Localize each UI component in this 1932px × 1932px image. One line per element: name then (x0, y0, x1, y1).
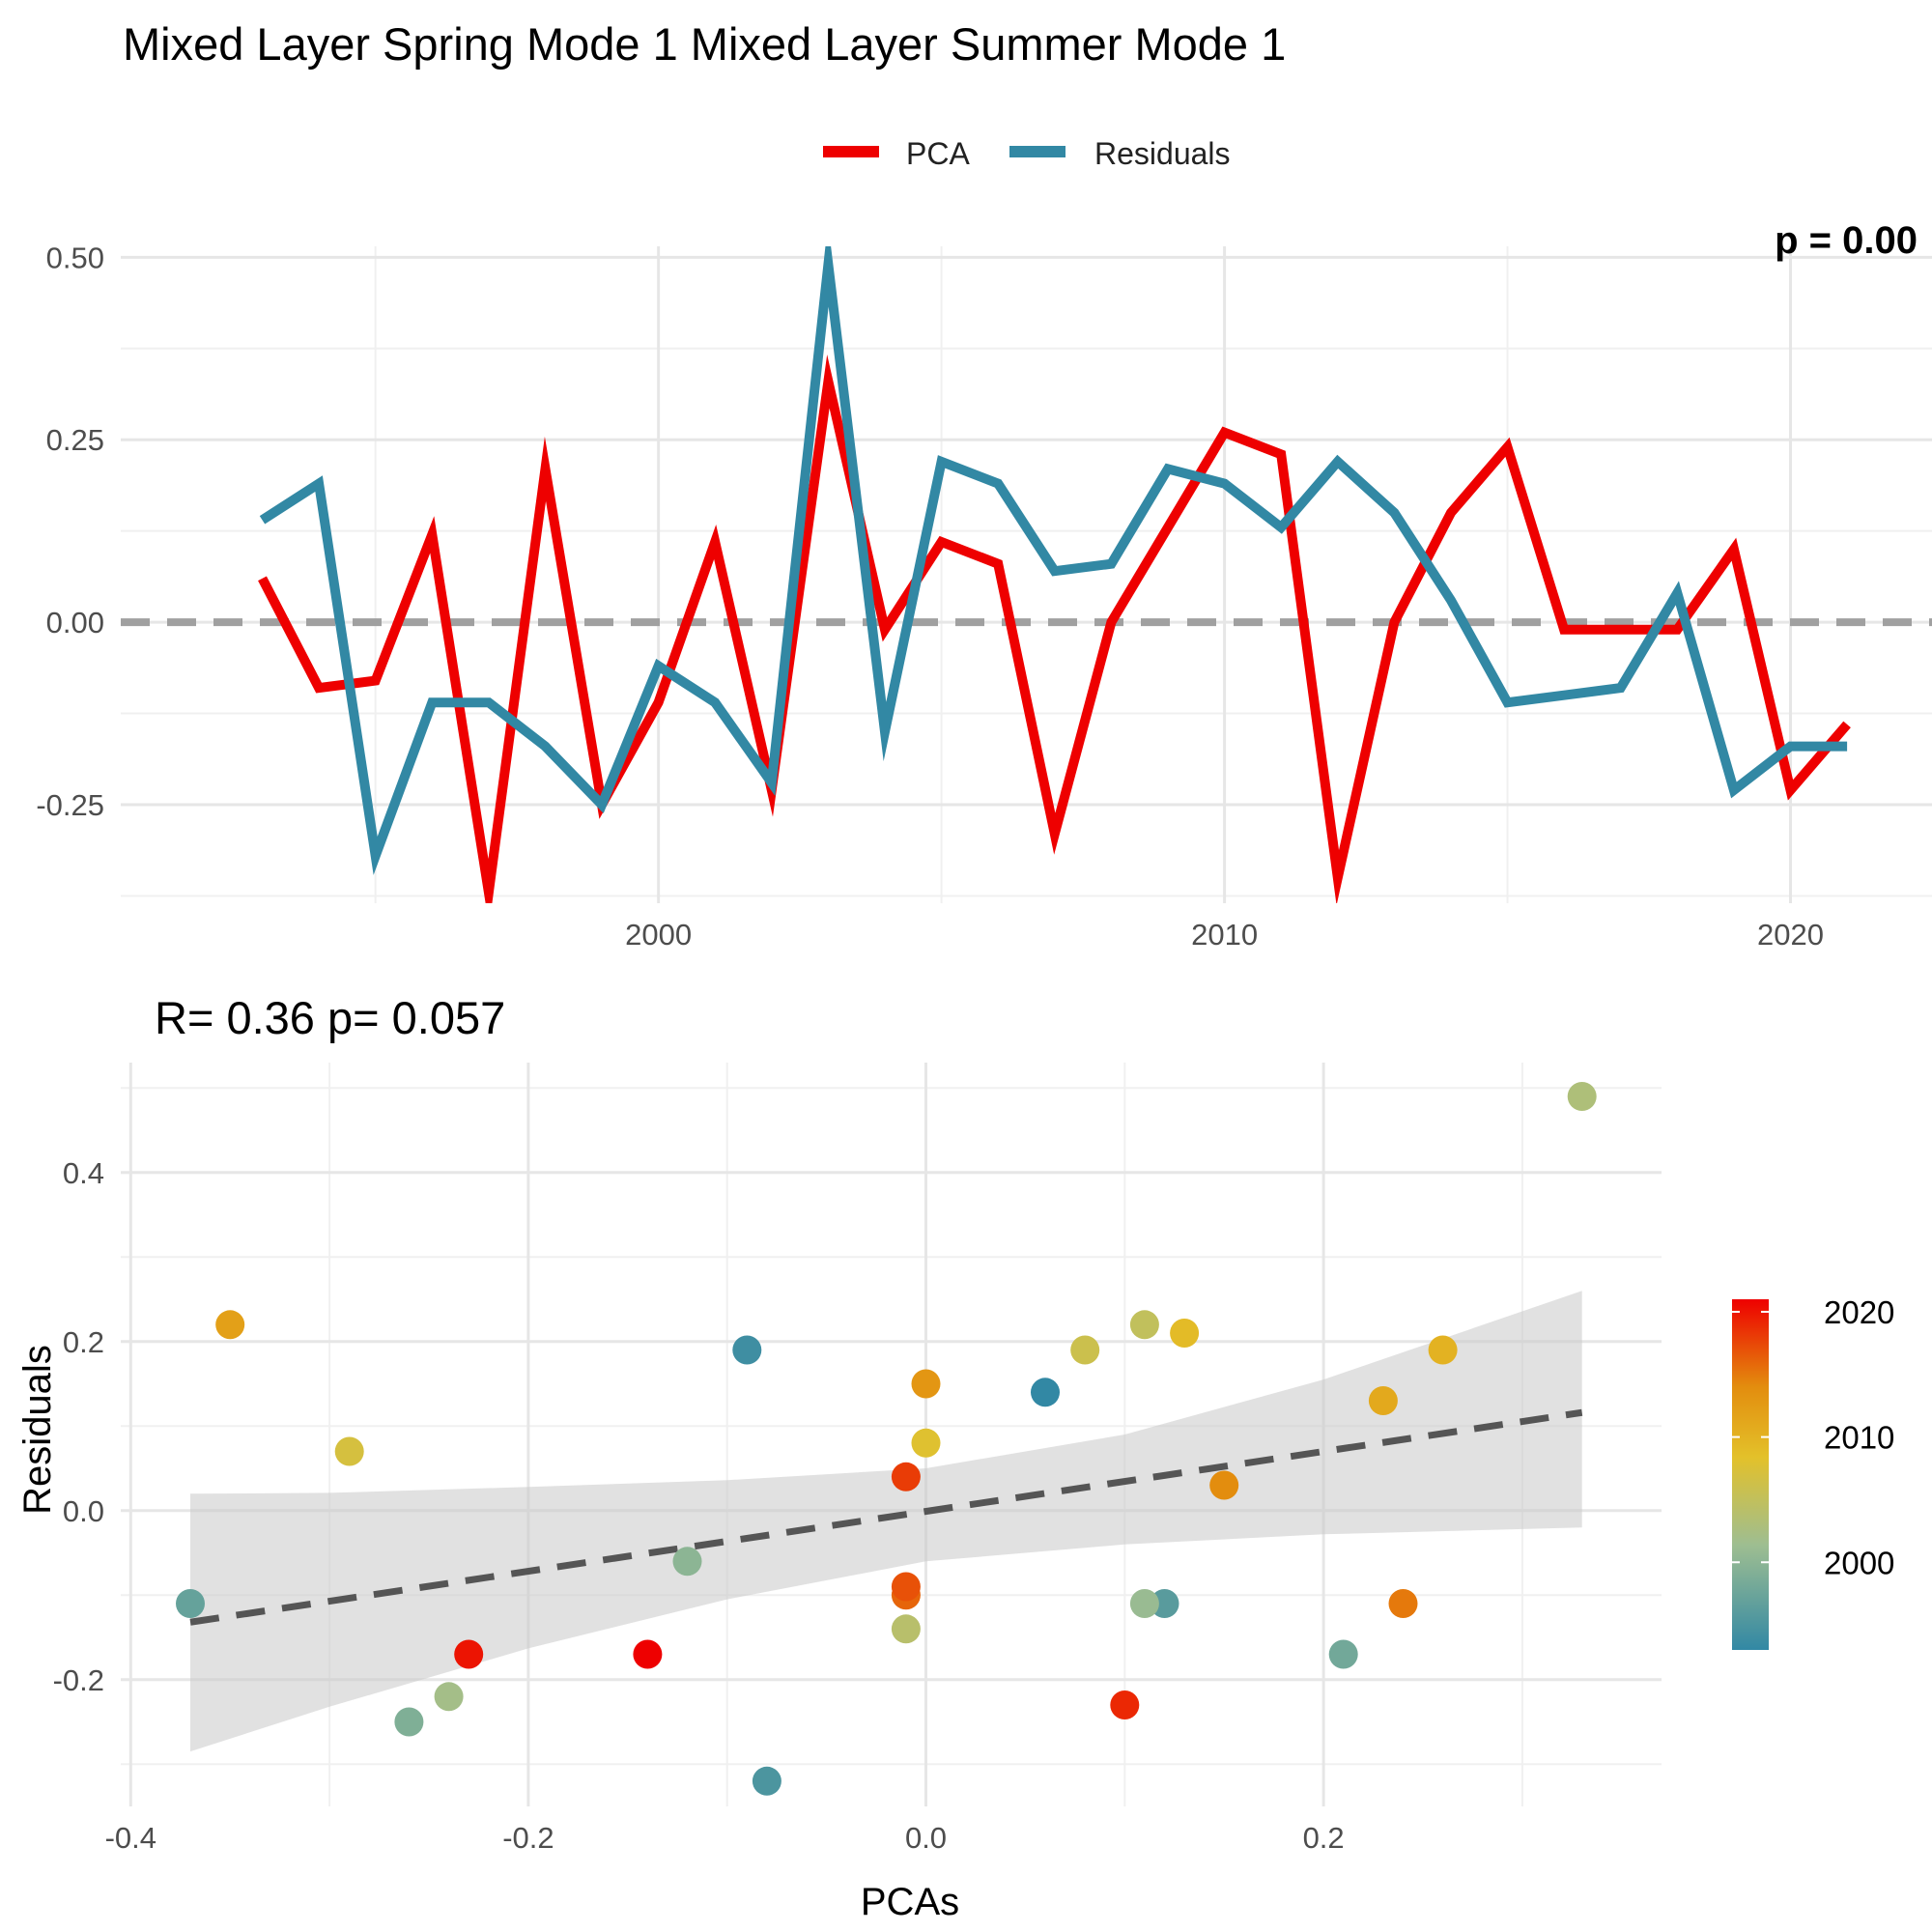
colorbar: 2000 2010 2020 (1732, 1294, 1894, 1650)
scatter-point (1129, 1589, 1159, 1618)
scatter-point (1328, 1639, 1358, 1669)
scatter-point (672, 1547, 702, 1577)
top-right-annotation: p = 0.00 (1775, 219, 1918, 262)
colorbar-gradient (1732, 1299, 1769, 1650)
y-tick-label: 0.2 (63, 1325, 104, 1359)
scatter-point (891, 1614, 921, 1644)
x-tick-label: 2010 (1191, 918, 1258, 952)
colorbar-tick-label: 2000 (1824, 1545, 1894, 1580)
scatter-point (176, 1589, 205, 1618)
scatter-point (1368, 1386, 1398, 1415)
x-tick-label: 2020 (1757, 918, 1824, 952)
y-tick-label: 0.50 (46, 241, 104, 274)
scatter-point (1567, 1082, 1597, 1111)
colorbar-tick-label: 2020 (1824, 1294, 1894, 1330)
series-group (258, 246, 1851, 903)
figure-title: Mixed Layer Spring Mode 1 Mixed Layer Su… (123, 18, 1286, 70)
scatter-point (1428, 1335, 1458, 1365)
y-tick-label: -0.25 (36, 788, 104, 822)
y-axis-label: Residuals (16, 1345, 59, 1515)
x-tick-label: -0.2 (502, 1821, 554, 1855)
series-line-pca (258, 355, 1851, 903)
scatter-point (1150, 1589, 1179, 1618)
scatter-point (752, 1766, 781, 1796)
x-tick-label: 2000 (625, 918, 692, 952)
scatter-point (911, 1369, 941, 1399)
scatter-point (891, 1462, 921, 1492)
scatter-title: R= 0.36 p= 0.057 (155, 992, 505, 1043)
x-tick-label: -0.4 (105, 1821, 156, 1855)
y-tick-label: 0.00 (46, 606, 104, 639)
time-series-panel: 2000 2010 2020 -0.25 0.00 0.25 0.50 (36, 241, 1932, 952)
scatter-point (334, 1436, 364, 1466)
scatter-point (1070, 1335, 1100, 1365)
scatter-point (1129, 1310, 1159, 1340)
y-tick-label: -0.2 (53, 1663, 104, 1697)
regression-line (189, 1408, 1583, 1626)
scatter-point (215, 1310, 245, 1340)
scatter-point (1110, 1690, 1140, 1719)
y-tick-label: 0.25 (46, 423, 104, 457)
scatter-point (1170, 1319, 1200, 1348)
scatter-point (1388, 1589, 1418, 1618)
scatter-point (911, 1428, 941, 1458)
legend: PCA Residuals (823, 136, 1231, 171)
scatter-panel: -0.4 -0.2 0.0 0.2 -0.2 0.0 0.2 0.4 (53, 1063, 1662, 1855)
legend-label-residuals: Residuals (1094, 136, 1231, 171)
scatter-point (891, 1572, 921, 1602)
legend-label-pca: PCA (906, 136, 970, 171)
x-tick-label: 0.2 (1303, 1821, 1345, 1855)
series-line-residuals (259, 246, 1848, 875)
scatter-point (434, 1682, 464, 1712)
scatter-point (454, 1639, 484, 1669)
scatter-point (394, 1707, 424, 1737)
colorbar-tick-label: 2010 (1824, 1420, 1894, 1456)
y-tick-label: 0.4 (63, 1156, 104, 1190)
scatter-point (1031, 1378, 1060, 1407)
confidence-band (190, 1291, 1582, 1752)
scatter-point (1209, 1470, 1239, 1500)
scatter-point (732, 1335, 762, 1365)
scatter-point (633, 1639, 663, 1669)
x-tick-label: 0.0 (905, 1821, 947, 1855)
x-axis-label: PCAs (861, 1881, 959, 1923)
y-tick-label: 0.0 (63, 1494, 104, 1528)
